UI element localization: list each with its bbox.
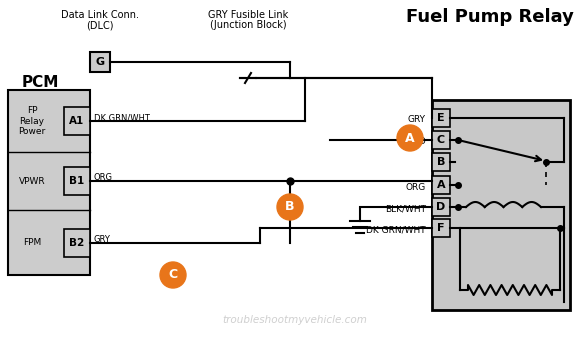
Text: GRY Fusible Link: GRY Fusible Link <box>208 10 288 20</box>
Text: B2: B2 <box>70 238 85 247</box>
Text: C: C <box>168 268 177 281</box>
Text: C: C <box>437 135 445 145</box>
Text: (Junction Block): (Junction Block) <box>210 20 287 30</box>
Text: FP
Relay
Power: FP Relay Power <box>19 106 46 136</box>
Bar <box>8 90 90 275</box>
Text: VPWR: VPWR <box>19 176 45 186</box>
Bar <box>432 100 570 310</box>
Bar <box>432 109 450 127</box>
Circle shape <box>277 194 303 220</box>
Text: BLK/WHT: BLK/WHT <box>385 204 426 214</box>
Circle shape <box>397 125 423 151</box>
Bar <box>90 52 110 72</box>
Circle shape <box>160 262 186 288</box>
Text: D: D <box>436 202 445 212</box>
Text: troubleshootmyvehicle.com: troubleshootmyvehicle.com <box>223 315 368 325</box>
Text: DK GRN/WHT: DK GRN/WHT <box>367 225 426 234</box>
Text: Fuel Pump Relay: Fuel Pump Relay <box>406 8 574 26</box>
Bar <box>432 153 450 171</box>
Bar <box>432 131 450 149</box>
Bar <box>64 107 90 135</box>
Bar <box>432 176 450 194</box>
Text: RED: RED <box>407 138 426 147</box>
Text: ORG: ORG <box>94 174 113 182</box>
Text: A1: A1 <box>70 116 85 126</box>
Text: Data Link Conn.: Data Link Conn. <box>61 10 139 20</box>
Bar <box>432 198 450 216</box>
Text: GRY: GRY <box>94 235 111 244</box>
Bar <box>64 229 90 257</box>
Text: B: B <box>437 157 445 167</box>
Text: GRY: GRY <box>408 116 426 125</box>
Text: A: A <box>405 132 415 145</box>
Text: E: E <box>437 113 445 123</box>
Text: DK GRN/WHT: DK GRN/WHT <box>94 113 150 122</box>
Text: (DLC): (DLC) <box>86 20 114 30</box>
Text: PCM: PCM <box>22 75 59 90</box>
Text: ORG: ORG <box>406 182 426 191</box>
Text: B1: B1 <box>70 176 85 186</box>
Text: A: A <box>437 180 445 190</box>
Text: F: F <box>437 223 445 233</box>
Text: G: G <box>96 57 104 67</box>
Bar <box>432 219 450 237</box>
Bar <box>64 167 90 195</box>
Text: FPM: FPM <box>23 238 41 247</box>
Text: B: B <box>285 201 295 214</box>
